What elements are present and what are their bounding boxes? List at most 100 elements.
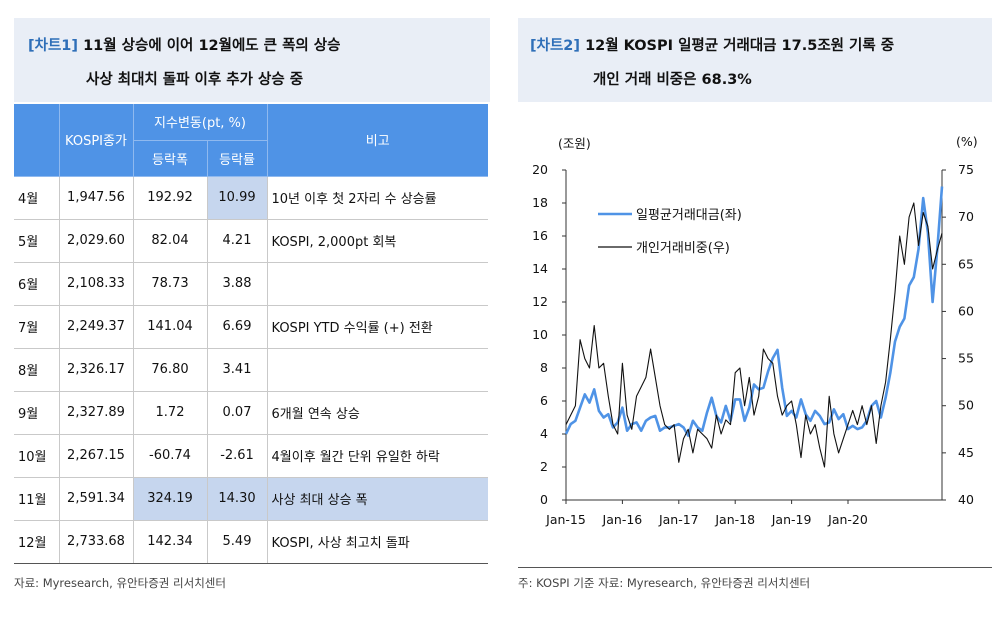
cell-pct: 3.41	[207, 348, 268, 392]
right-tick-label: 40	[958, 492, 974, 507]
chart1-tag: [차트1]	[28, 38, 79, 54]
cell-note	[267, 348, 489, 392]
left-tick-label: 6	[540, 393, 548, 408]
x-tick-label: Jan-16	[602, 512, 643, 527]
cell-note	[267, 262, 489, 306]
table-row: 10월 2,267.15 -60.74 -2.61 4월이후 월간 단위 유일한…	[14, 434, 489, 478]
kospi-monthly-table: KOSPI종가 지수변동(pt, %) 비고 등락폭 등락률 4월 1,947.…	[14, 104, 489, 564]
cell-month: 5월	[14, 219, 60, 263]
cell-note: 4월이후 월간 단위 유일한 하락	[267, 434, 489, 478]
trading-value-chart: 0 2 4 6 8 10 12 14 16 18 20 40 45 50 55 60 65 70 75 Jan-15 J…	[532, 134, 978, 527]
header-month	[14, 104, 60, 177]
cell-close: 2,249.37	[59, 305, 134, 349]
cell-pt: 142.34	[133, 520, 208, 564]
table-row: 6월 2,108.33 78.73 3.88	[14, 262, 489, 306]
left-panel: [차트1] 11월 상승에 이어 12월에도 큰 폭의 상승 사상 최대치 돌파…	[14, 18, 490, 598]
chart2-tag: [차트2]	[530, 38, 581, 54]
left-tick-label: 12	[532, 294, 548, 309]
table-row: 12월 2,733.68 142.34 5.49 KOSPI, 사상 최고치 돌…	[14, 520, 489, 564]
right-axis-label: (%)	[956, 134, 978, 149]
header-change-pt: 등락폭	[133, 140, 208, 177]
cell-month: 12월	[14, 520, 60, 564]
left-tick-label: 16	[532, 228, 548, 243]
cell-pct: 0.07	[207, 391, 268, 435]
cell-month: 4월	[14, 176, 60, 220]
header-change-pct: 등락률	[207, 140, 268, 177]
cell-pct: 10.99	[207, 176, 268, 220]
cell-month: 10월	[14, 434, 60, 478]
cell-pt: 82.04	[133, 219, 208, 263]
series-line-trading-value	[564, 186, 944, 437]
chart1-title-text1: 11월 상승에 이어 12월에도 큰 폭의 상승	[78, 38, 341, 54]
table-row: 5월 2,029.60 82.04 4.21 KOSPI, 2,000pt 회복	[14, 219, 489, 263]
cell-pt: 141.04	[133, 305, 208, 349]
cell-note: KOSPI, 2,000pt 회복	[267, 219, 489, 263]
series-line-individual-share	[565, 202, 943, 468]
cell-close: 2,326.17	[59, 348, 134, 392]
header-close: KOSPI종가	[59, 104, 134, 177]
cell-note: KOSPI YTD 수익률 (+) 전환	[267, 305, 489, 349]
cell-note: 사상 최대 상승 폭	[267, 477, 489, 521]
right-tick-label: 50	[958, 398, 974, 413]
table-row: 9월 2,327.89 1.72 0.07 6개월 연속 상승	[14, 391, 489, 435]
cell-close: 2,733.68	[59, 520, 134, 564]
table-row: 4월 1,947.56 192.92 10.99 10년 이후 첫 2자리 수 …	[14, 176, 489, 220]
chart2-title-line1: [차트2] 12월 KOSPI 일평균 거래대금 17.5조원 기록 중	[530, 34, 894, 55]
legend-label: 개인거래비중(우)	[636, 241, 730, 256]
right-tick-label: 70	[958, 209, 974, 224]
left-tick-label: 14	[532, 261, 548, 276]
cell-pt: 192.92	[133, 176, 208, 220]
cell-pt: 324.19	[133, 477, 208, 521]
chart2-title-line2: 개인 거래 비중은 68.3%	[593, 72, 752, 88]
cell-month: 8월	[14, 348, 60, 392]
header-note: 비고	[267, 104, 489, 177]
x-tick-label: Jan-15	[545, 512, 586, 527]
x-tick-label: Jan-19	[771, 512, 812, 527]
cell-month: 7월	[14, 305, 60, 349]
left-tick-label: 20	[532, 162, 548, 177]
chart1-title-box: [차트1] 11월 상승에 이어 12월에도 큰 폭의 상승 사상 최대치 돌파…	[14, 18, 490, 102]
cell-close: 2,029.60	[59, 219, 134, 263]
cell-month: 6월	[14, 262, 60, 306]
right-tick-label: 75	[958, 162, 974, 177]
left-tick-label: 0	[540, 492, 548, 507]
cell-month: 11월	[14, 477, 60, 521]
cell-close: 2,108.33	[59, 262, 134, 306]
right-panel: [차트2] 12월 KOSPI 일평균 거래대금 17.5조원 기록 중 개인 …	[518, 18, 992, 598]
header-change-group: 지수변동(pt, %)	[133, 104, 268, 141]
cell-note: 10년 이후 첫 2자리 수 상승률	[267, 176, 489, 220]
cell-note: KOSPI, 사상 최고치 돌파	[267, 520, 489, 564]
left-axis-label: (조원)	[558, 136, 591, 151]
cell-pct: 6.69	[207, 305, 268, 349]
cell-close: 2,267.15	[59, 434, 134, 478]
chart2-divider	[518, 567, 992, 568]
cell-close: 1,947.56	[59, 176, 134, 220]
right-tick-label: 55	[958, 351, 974, 366]
cell-pt: 76.80	[133, 348, 208, 392]
cell-pct: 14.30	[207, 477, 268, 521]
cell-note: 6개월 연속 상승	[267, 391, 489, 435]
cell-pct: 4.21	[207, 219, 268, 263]
table-row: 11월 2,591.34 324.19 14.30 사상 최대 상승 폭	[14, 477, 489, 521]
legend-label: 일평균거래대금(좌)	[636, 208, 742, 223]
chart2-title-text1: 12월 KOSPI 일평균 거래대금 17.5조원 기록 중	[580, 38, 895, 54]
x-tick-label: Jan-17	[658, 512, 699, 527]
cell-pct: 3.88	[207, 262, 268, 306]
cell-close: 2,327.89	[59, 391, 134, 435]
chart1-title-line1: [차트1] 11월 상승에 이어 12월에도 큰 폭의 상승	[28, 34, 340, 55]
table-row: 8월 2,326.17 76.80 3.41	[14, 348, 489, 392]
left-tick-label: 10	[532, 327, 548, 342]
left-tick-label: 4	[540, 426, 548, 441]
left-tick-label: 8	[540, 360, 548, 375]
cell-pt: -60.74	[133, 434, 208, 478]
cell-pct: 5.49	[207, 520, 268, 564]
chart1-title-line2: 사상 최대치 돌파 이후 추가 상승 중	[86, 72, 304, 88]
cell-pt: 78.73	[133, 262, 208, 306]
left-tick-label: 2	[540, 459, 548, 474]
chart2-title-box: [차트2] 12월 KOSPI 일평균 거래대금 17.5조원 기록 중 개인 …	[518, 18, 992, 102]
cell-pt: 1.72	[133, 391, 208, 435]
right-tick-label: 65	[958, 256, 974, 271]
right-tick-label: 45	[958, 445, 974, 460]
left-tick-label: 18	[532, 195, 548, 210]
cell-close: 2,591.34	[59, 477, 134, 521]
